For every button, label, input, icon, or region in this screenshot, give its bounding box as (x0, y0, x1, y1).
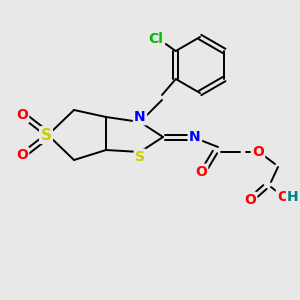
Text: O: O (252, 145, 264, 159)
Text: S: S (40, 128, 52, 142)
Text: S: S (135, 150, 145, 164)
Text: O: O (277, 190, 289, 204)
Text: O: O (16, 108, 28, 122)
Text: O: O (16, 148, 28, 162)
Text: Cl: Cl (148, 32, 163, 46)
Text: N: N (189, 130, 201, 144)
Text: O: O (195, 165, 207, 179)
Text: O: O (244, 193, 256, 207)
Text: H: H (287, 190, 299, 204)
Text: N: N (134, 110, 146, 124)
